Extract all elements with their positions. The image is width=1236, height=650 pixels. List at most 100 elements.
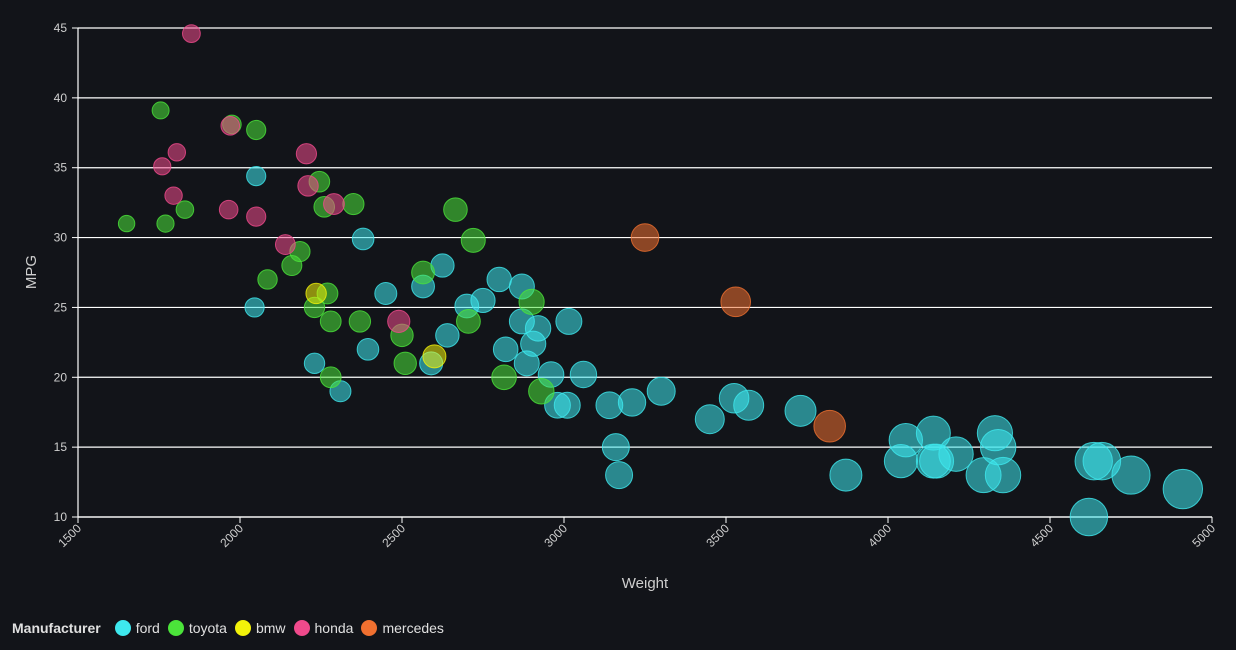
point-ford (435, 323, 460, 348)
x-axis-title: Weight (622, 575, 669, 592)
point-mercedes (813, 409, 846, 443)
legend-item-honda[interactable]: honda (293, 620, 354, 636)
point-ford (555, 307, 583, 335)
point-bmw (422, 344, 447, 369)
point-honda (295, 143, 318, 165)
point-ford (694, 404, 725, 435)
point-ford (733, 389, 765, 421)
point-ford (829, 458, 863, 492)
point-toyota (518, 288, 545, 315)
point-honda (274, 234, 296, 255)
point-toyota (393, 351, 417, 376)
legend-swatch (114, 620, 131, 636)
x-tick-label: 1500 (55, 521, 84, 550)
point-ford (605, 461, 634, 490)
point-ford (246, 165, 267, 187)
point-toyota (175, 200, 195, 219)
legend-label: ford (135, 620, 160, 636)
point-honda (323, 193, 345, 215)
point-toyota (246, 119, 267, 141)
point-toyota (528, 378, 555, 405)
x-axis-ticks: 1500 2000 2500 3000 3500 4000 4500 5000 (55, 517, 1218, 550)
point-honda (182, 24, 201, 43)
legend-label: bmw (255, 620, 286, 636)
legend-swatch (234, 620, 251, 636)
point-honda (297, 175, 319, 197)
point-toyota (156, 214, 175, 233)
point-honda (167, 143, 187, 162)
scatter-chart: 10 15 20 25 30 35 40 45 1500 2000 2500 3000 3500 400… (23, 21, 1218, 592)
legend-swatch (361, 620, 378, 636)
x-tick-label: 2000 (217, 521, 246, 550)
legend-label: honda (314, 620, 354, 636)
y-tick-label: 15 (54, 440, 68, 454)
x-tick-label: 5000 (1189, 521, 1218, 550)
point-toyota (456, 309, 481, 334)
point-ford (244, 297, 265, 318)
point-ford (553, 391, 581, 419)
point-honda (387, 309, 411, 333)
legend-item-bmw[interactable]: bmw (234, 620, 286, 636)
y-tick-label: 20 (54, 370, 68, 384)
point-ford (984, 456, 1022, 494)
x-tick-label: 2500 (379, 521, 408, 550)
x-tick-label: 4000 (865, 521, 894, 550)
point-ford (356, 338, 380, 361)
y-axis-title: MPG (23, 255, 40, 289)
point-toyota (151, 101, 170, 120)
legend-label: toyota (188, 620, 227, 636)
point-mercedes (720, 286, 752, 318)
point-toyota (342, 192, 365, 216)
legend-swatch (167, 620, 184, 636)
point-toyota (460, 227, 486, 253)
point-ford (1162, 468, 1204, 510)
point-ford (601, 433, 630, 462)
y-axis-ticks: 10 15 20 25 30 35 40 45 (54, 21, 78, 524)
point-honda (164, 186, 183, 205)
data-points (117, 24, 1204, 537)
point-toyota (319, 366, 342, 389)
legend-item-ford[interactable]: ford (114, 620, 160, 636)
point-ford (374, 281, 398, 305)
y-tick-label: 45 (54, 21, 68, 35)
point-ford (784, 394, 817, 427)
y-tick-label: 40 (54, 91, 68, 105)
point-toyota (491, 364, 517, 391)
y-tick-label: 30 (54, 231, 68, 245)
y-tick-label: 25 (54, 300, 68, 314)
legend-label: mercedes (382, 620, 444, 636)
point-toyota (117, 214, 136, 233)
axes (77, 28, 1212, 518)
x-tick-label: 3500 (703, 521, 732, 550)
point-ford (524, 315, 552, 342)
point-toyota (257, 269, 278, 290)
x-tick-label: 3000 (541, 521, 570, 550)
point-ford (486, 266, 512, 293)
y-tick-label: 10 (54, 510, 68, 524)
y-tick-label: 35 (54, 161, 68, 175)
point-toyota (319, 310, 342, 333)
point-honda (246, 206, 267, 227)
point-ford (569, 360, 598, 389)
point-bmw (305, 282, 327, 305)
legend: Manufacturer ford toyota bmw honda mercedes (12, 618, 452, 638)
point-ford (1069, 497, 1109, 537)
point-honda (153, 157, 172, 176)
legend-items: ford toyota bmw honda mercedes (114, 620, 452, 636)
legend-item-mercedes[interactable]: mercedes (361, 620, 444, 636)
point-toyota (443, 197, 468, 222)
legend-title: Manufacturer (12, 620, 101, 636)
point-ford (1111, 455, 1151, 495)
point-ford (938, 436, 974, 472)
x-tick-label: 4500 (1027, 521, 1056, 550)
point-ford (470, 287, 496, 314)
point-ford (492, 336, 519, 363)
point-toyota (411, 260, 435, 285)
legend-swatch (293, 620, 310, 636)
grid-lines (78, 27, 1212, 518)
point-ford (617, 388, 647, 417)
point-honda (220, 116, 241, 136)
legend-item-toyota[interactable]: toyota (167, 620, 227, 636)
point-honda (218, 199, 239, 220)
point-ford (303, 352, 326, 375)
